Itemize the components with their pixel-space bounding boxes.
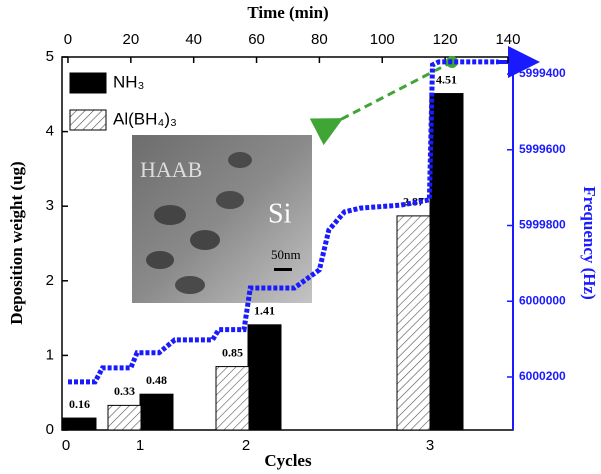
bar [397, 216, 430, 430]
bar [63, 418, 96, 430]
bar [216, 367, 249, 430]
value-label: 0.85 [222, 345, 243, 359]
bar [140, 394, 173, 430]
legend-swatch [70, 110, 106, 130]
value-label: 0.48 [146, 373, 167, 387]
y-tick-label: 4 [46, 123, 54, 140]
y-tick-label: 0 [46, 421, 54, 438]
value-label: 1.41 [254, 304, 275, 318]
x-axis-title: Cycles [264, 451, 312, 470]
y-tick-label: 1 [46, 346, 54, 363]
legend-swatch [70, 73, 106, 93]
top-axis-title: Time (min) [247, 3, 328, 22]
x2-tick-label: 0 [64, 31, 72, 48]
y2-tick-label: 5999600 [519, 142, 566, 156]
y-tick-label: 2 [46, 272, 54, 289]
x2-tick-label: 120 [433, 31, 458, 48]
legend-label: Al(BH₄)₃ [113, 109, 177, 128]
x2-tick-label: 80 [311, 31, 328, 48]
x2-tick-label: 40 [185, 31, 202, 48]
x2-tick-label: 100 [370, 31, 395, 48]
value-label: 0.16 [69, 397, 90, 411]
value-label: 0.33 [114, 384, 135, 398]
y2-tick-label: 6000000 [519, 293, 566, 307]
x-tick-label: 2 [242, 437, 250, 454]
scale-bar-label: 50nm [271, 247, 301, 262]
bar [108, 405, 141, 430]
y2-tick-label: 5999400 [519, 66, 566, 80]
y2-axis-title: Frequency (Hz) [580, 186, 599, 299]
x-tick-label: 0 [62, 437, 70, 454]
x-tick-label: 1 [136, 437, 144, 454]
chart: HAAB Si 50nm Time (min) Cycles Depositio… [0, 0, 601, 474]
bar [430, 94, 463, 430]
x-tick-label: 3 [426, 437, 434, 454]
x2-tick-label: 140 [495, 31, 520, 48]
x2-tick-label: 60 [248, 31, 265, 48]
legend-label: NH₃ [113, 72, 144, 91]
x2-tick-label: 20 [122, 31, 139, 48]
inset-label: Si [268, 198, 292, 229]
y-tick-label: 3 [46, 197, 54, 214]
y2-tick-label: 6000200 [519, 369, 566, 383]
bar [248, 325, 281, 430]
y2-tick-label: 5999800 [519, 218, 566, 232]
inset-label: HAAB [140, 157, 202, 182]
value-label: 4.51 [436, 72, 457, 86]
y-tick-label: 5 [46, 48, 54, 65]
y-axis-title: Deposition weight (ug) [7, 161, 26, 324]
